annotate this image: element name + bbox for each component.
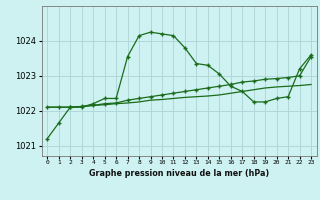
X-axis label: Graphe pression niveau de la mer (hPa): Graphe pression niveau de la mer (hPa)	[89, 169, 269, 178]
